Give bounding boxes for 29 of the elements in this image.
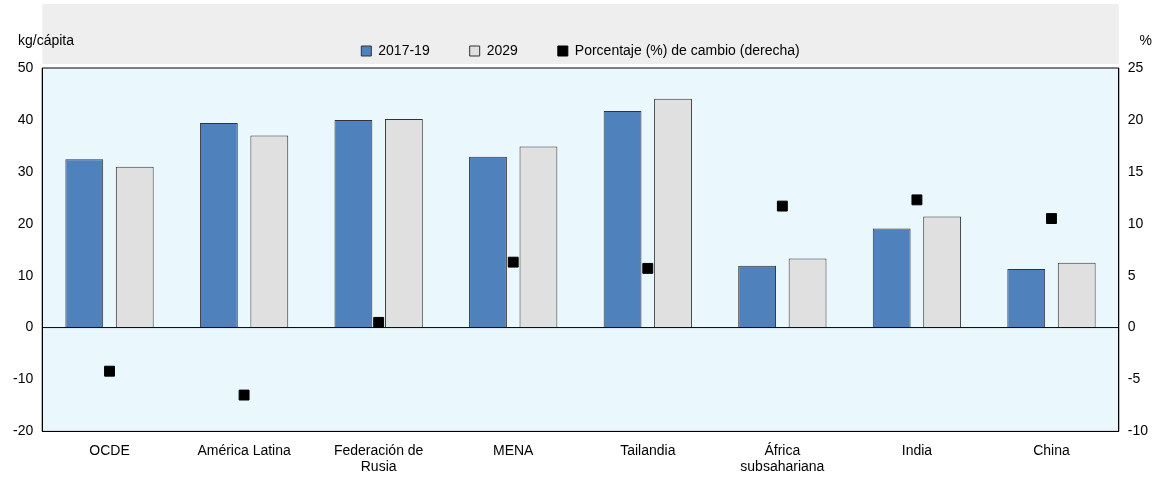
y2-tick-label: 0 — [1127, 318, 1136, 335]
legend-label: 2029 — [486, 41, 519, 58]
x-tick-label: Federación de Rusia — [333, 441, 424, 475]
x-tick-label: OCDE — [89, 441, 130, 458]
y-tick-label: 0 — [25, 318, 34, 335]
y-tick-label: 10 — [17, 266, 34, 283]
x-tick-label: África subsahariana — [740, 441, 825, 475]
x-tick-label: Tailandia — [620, 441, 676, 458]
y2-tick-label: 10 — [1127, 214, 1144, 231]
y2-tick-label: 20 — [1127, 110, 1144, 127]
y2-axis-title: % — [1139, 31, 1152, 48]
y2-tick-label: -10 — [1127, 422, 1149, 439]
y-tick-label: 50 — [17, 58, 34, 75]
y-tick-label: 20 — [17, 214, 34, 231]
x-tick-label: MENA — [492, 441, 535, 458]
y-tick-label: 30 — [17, 162, 34, 179]
legend-label: Porcentaje (%) de cambio (derecha) — [574, 41, 800, 58]
x-tick-label: India — [901, 441, 933, 458]
x-tick-label: China — [1033, 441, 1070, 458]
y-tick-label: -20 — [13, 422, 34, 439]
y2-tick-label: 15 — [1127, 162, 1144, 179]
y2-tick-label: 5 — [1127, 266, 1136, 283]
legend-label: 2017-19 — [378, 41, 430, 58]
y2-tick-label: -5 — [1127, 370, 1141, 387]
y-tick-label: -10 — [13, 370, 34, 387]
y2-tick-label: 25 — [1127, 58, 1144, 75]
x-tick-label: América Latina — [197, 441, 291, 458]
y-tick-label: 40 — [17, 110, 34, 127]
y-axis-title: kg/cápita — [18, 31, 75, 48]
